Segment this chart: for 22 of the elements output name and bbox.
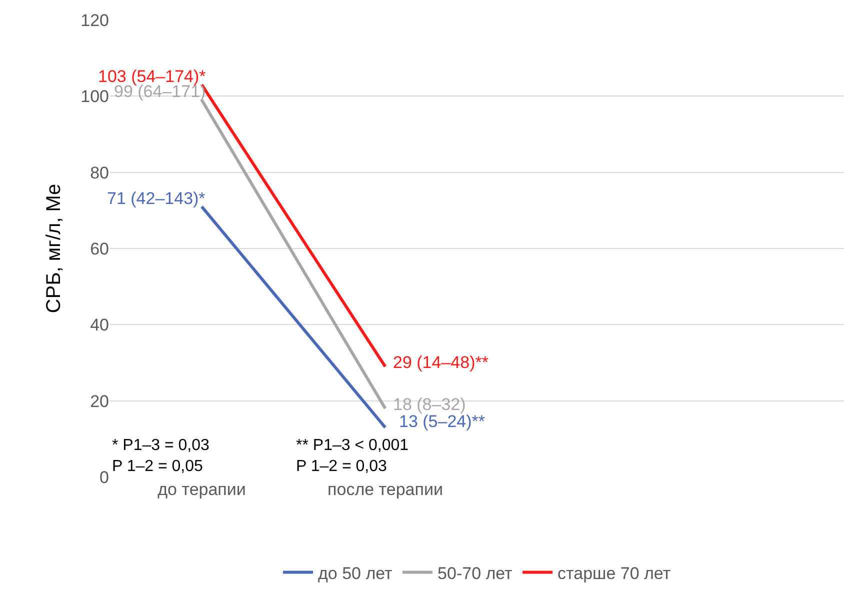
legend-label: старше 70 лет: [558, 564, 671, 583]
annotation: * P1–3 = 0,03: [112, 437, 210, 454]
y-tick-label: 60: [90, 239, 109, 258]
legend-label: до 50 лет: [318, 564, 393, 583]
annotation: P 1–2 = 0,03: [296, 458, 387, 475]
x-tick-label: после терапии: [328, 480, 443, 499]
y-tick-label: 100: [80, 87, 109, 106]
data-label: 71 (42–143)*: [107, 189, 206, 208]
legend-label: 50-70 лет: [438, 564, 513, 583]
y-tick-label: 0: [100, 468, 109, 487]
annotation: P 1–2 = 0,05: [112, 458, 203, 475]
data-label: 13 (5–24)**: [399, 412, 486, 431]
data-label: 18 (8–32): [393, 395, 466, 414]
y-tick-label: 20: [90, 392, 109, 411]
data-label: 29 (14–48)**: [393, 353, 489, 372]
y-tick-label: 120: [80, 10, 109, 30]
annotation: ** P1–3 < 0,001: [296, 437, 409, 454]
y-tick-label: 40: [90, 316, 109, 335]
y-tick-label: 80: [90, 163, 109, 182]
data-label: 103 (54–174)*: [98, 67, 206, 86]
x-tick-label: до терапии: [158, 480, 246, 499]
y-axis-title: СРБ, мг/л, Me: [43, 184, 65, 314]
